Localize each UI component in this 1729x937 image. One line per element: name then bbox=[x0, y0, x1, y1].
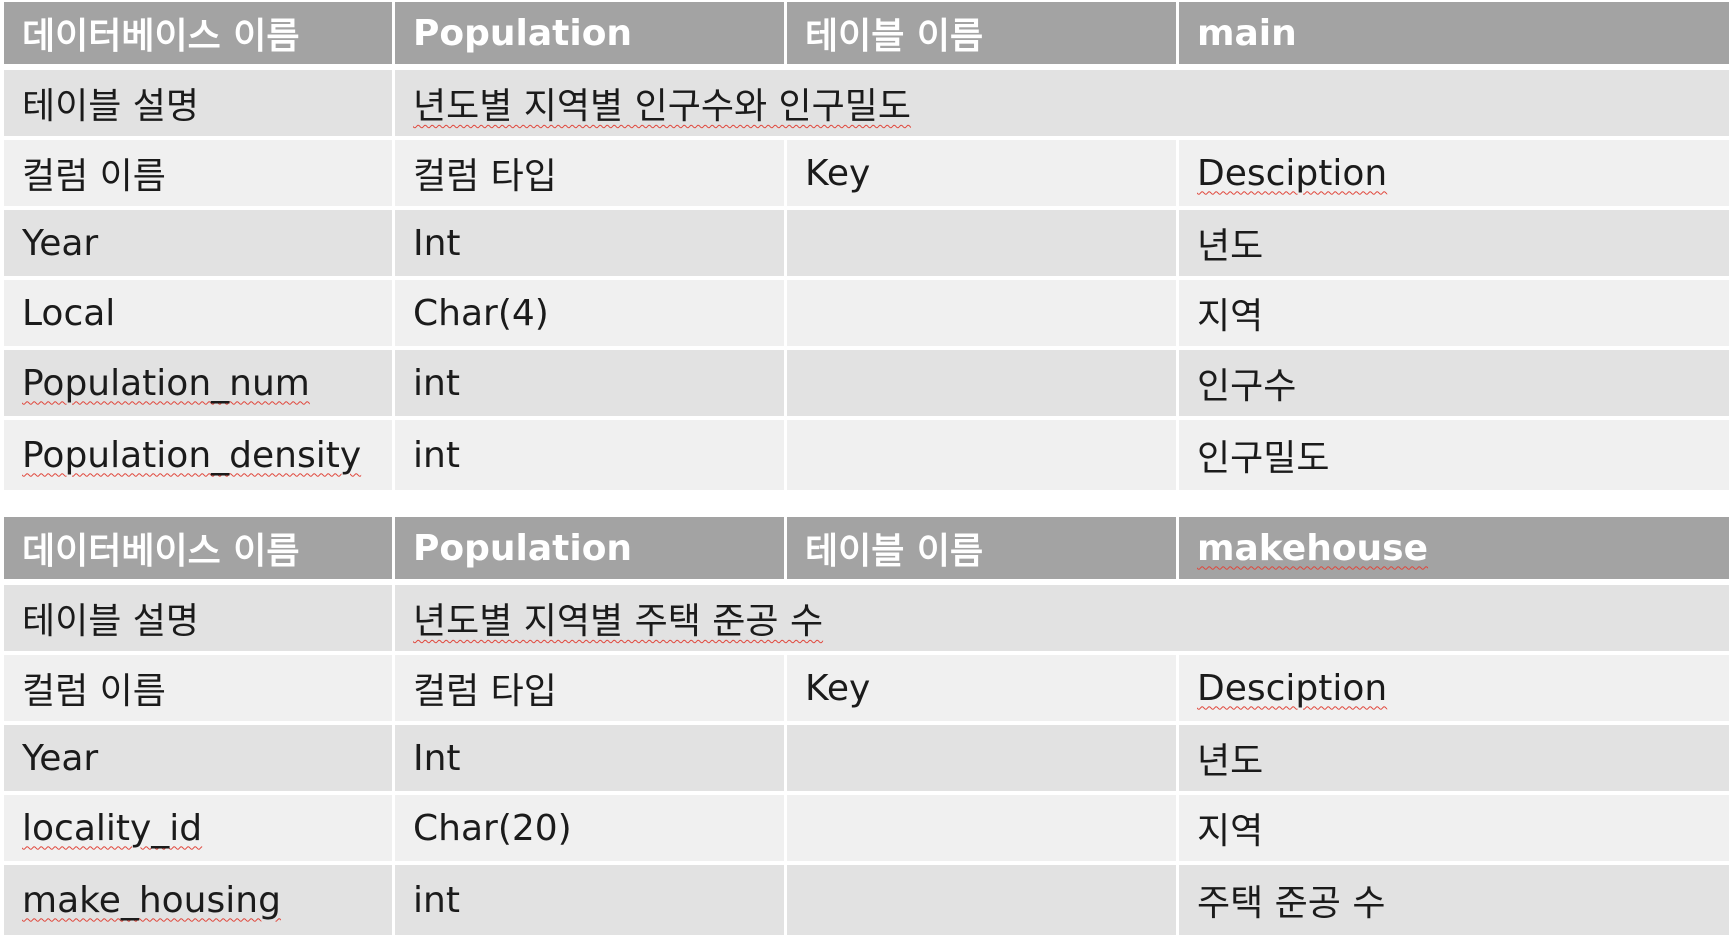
column-name-text: Population_num bbox=[22, 362, 310, 404]
description-header: Desciption bbox=[1179, 140, 1729, 210]
cell-column-name: Population_density bbox=[4, 420, 395, 490]
db-name-label: 데이터베이스 이름 bbox=[4, 517, 395, 585]
columns-header-row: 컬럼 이름 컬럼 타입 Key Desciption bbox=[4, 140, 1729, 210]
cell-key bbox=[787, 210, 1179, 280]
description-value: 년도별 지역별 인구수와 인구밀도 bbox=[395, 70, 1729, 140]
cell-key bbox=[787, 350, 1179, 420]
cell-column-type: Char(20) bbox=[395, 795, 787, 865]
cell-column-type: Char(4) bbox=[395, 280, 787, 350]
table-name-text: makehouse bbox=[1197, 527, 1429, 569]
db-name-value: Population bbox=[395, 517, 787, 585]
table-name-value: makehouse bbox=[1179, 517, 1729, 585]
cell-column-name: Population_num bbox=[4, 350, 395, 420]
db-name-label: 데이터베이스 이름 bbox=[4, 2, 395, 70]
columns-header-row: 컬럼 이름 컬럼 타입 Key Desciption bbox=[4, 655, 1729, 725]
column-name-text: locality_id bbox=[22, 807, 203, 849]
cell-description: 주택 준공 수 bbox=[1179, 865, 1729, 935]
cell-description: 년도 bbox=[1179, 725, 1729, 795]
description-row: 테이블 설명 년도별 지역별 주택 준공 수 bbox=[4, 585, 1729, 655]
key-header: Key bbox=[787, 655, 1179, 725]
schema-table-makehouse: 데이터베이스 이름 Population 테이블 이름 makehouse 테이… bbox=[4, 517, 1729, 935]
description-value: 년도별 지역별 주택 준공 수 bbox=[395, 585, 1729, 655]
cell-column-type: int bbox=[395, 350, 787, 420]
table-row: locality_id Char(20) 지역 bbox=[4, 795, 1729, 865]
cell-column-type: int bbox=[395, 420, 787, 490]
table-row: make_housing int 주택 준공 수 bbox=[4, 865, 1729, 935]
column-name-text: Population_density bbox=[22, 434, 362, 476]
table-header-row: 데이터베이스 이름 Population 테이블 이름 main bbox=[4, 2, 1729, 70]
table-row: Year Int 년도 bbox=[4, 725, 1729, 795]
table-row: Local Char(4) 지역 bbox=[4, 280, 1729, 350]
cell-column-name: Year bbox=[4, 725, 395, 795]
description-text: 년도별 지역별 주택 준공 수 bbox=[413, 601, 824, 642]
cell-column-name: locality_id bbox=[4, 795, 395, 865]
table-row: Population_density int 인구밀도 bbox=[4, 420, 1729, 490]
column-name-header: 컬럼 이름 bbox=[4, 140, 395, 210]
column-type-header: 컬럼 타입 bbox=[395, 655, 787, 725]
table-row: Year Int 년도 bbox=[4, 210, 1729, 280]
cell-key bbox=[787, 795, 1179, 865]
cell-description: 지역 bbox=[1179, 795, 1729, 865]
column-name-header: 컬럼 이름 bbox=[4, 655, 395, 725]
cell-description: 년도 bbox=[1179, 210, 1729, 280]
column-type-header: 컬럼 타입 bbox=[395, 140, 787, 210]
cell-description: 인구밀도 bbox=[1179, 420, 1729, 490]
table-name-label: 테이블 이름 bbox=[787, 2, 1179, 70]
description-row: 테이블 설명 년도별 지역별 인구수와 인구밀도 bbox=[4, 70, 1729, 140]
cell-key bbox=[787, 865, 1179, 935]
key-header: Key bbox=[787, 140, 1179, 210]
cell-key bbox=[787, 725, 1179, 795]
description-header: Desciption bbox=[1179, 655, 1729, 725]
description-header-text: Desciption bbox=[1197, 152, 1388, 194]
cell-column-type: Int bbox=[395, 210, 787, 280]
db-name-value: Population bbox=[395, 2, 787, 70]
description-text: 년도별 지역별 인구수와 인구밀도 bbox=[413, 86, 912, 127]
cell-column-name: Year bbox=[4, 210, 395, 280]
cell-column-type: Int bbox=[395, 725, 787, 795]
column-name-text: make_housing bbox=[22, 879, 281, 921]
schema-table-main: 데이터베이스 이름 Population 테이블 이름 main 테이블 설명 … bbox=[4, 2, 1729, 490]
table-name-value: main bbox=[1179, 2, 1729, 70]
cell-column-type: int bbox=[395, 865, 787, 935]
description-label: 테이블 설명 bbox=[4, 585, 395, 655]
cell-key bbox=[787, 280, 1179, 350]
description-header-text: Desciption bbox=[1197, 667, 1388, 709]
cell-description: 지역 bbox=[1179, 280, 1729, 350]
cell-column-name: Local bbox=[4, 280, 395, 350]
table-row: Population_num int 인구수 bbox=[4, 350, 1729, 420]
cell-key bbox=[787, 420, 1179, 490]
description-label: 테이블 설명 bbox=[4, 70, 395, 140]
cell-column-name: make_housing bbox=[4, 865, 395, 935]
cell-description: 인구수 bbox=[1179, 350, 1729, 420]
table-name-label: 테이블 이름 bbox=[787, 517, 1179, 585]
table-header-row: 데이터베이스 이름 Population 테이블 이름 makehouse bbox=[4, 517, 1729, 585]
